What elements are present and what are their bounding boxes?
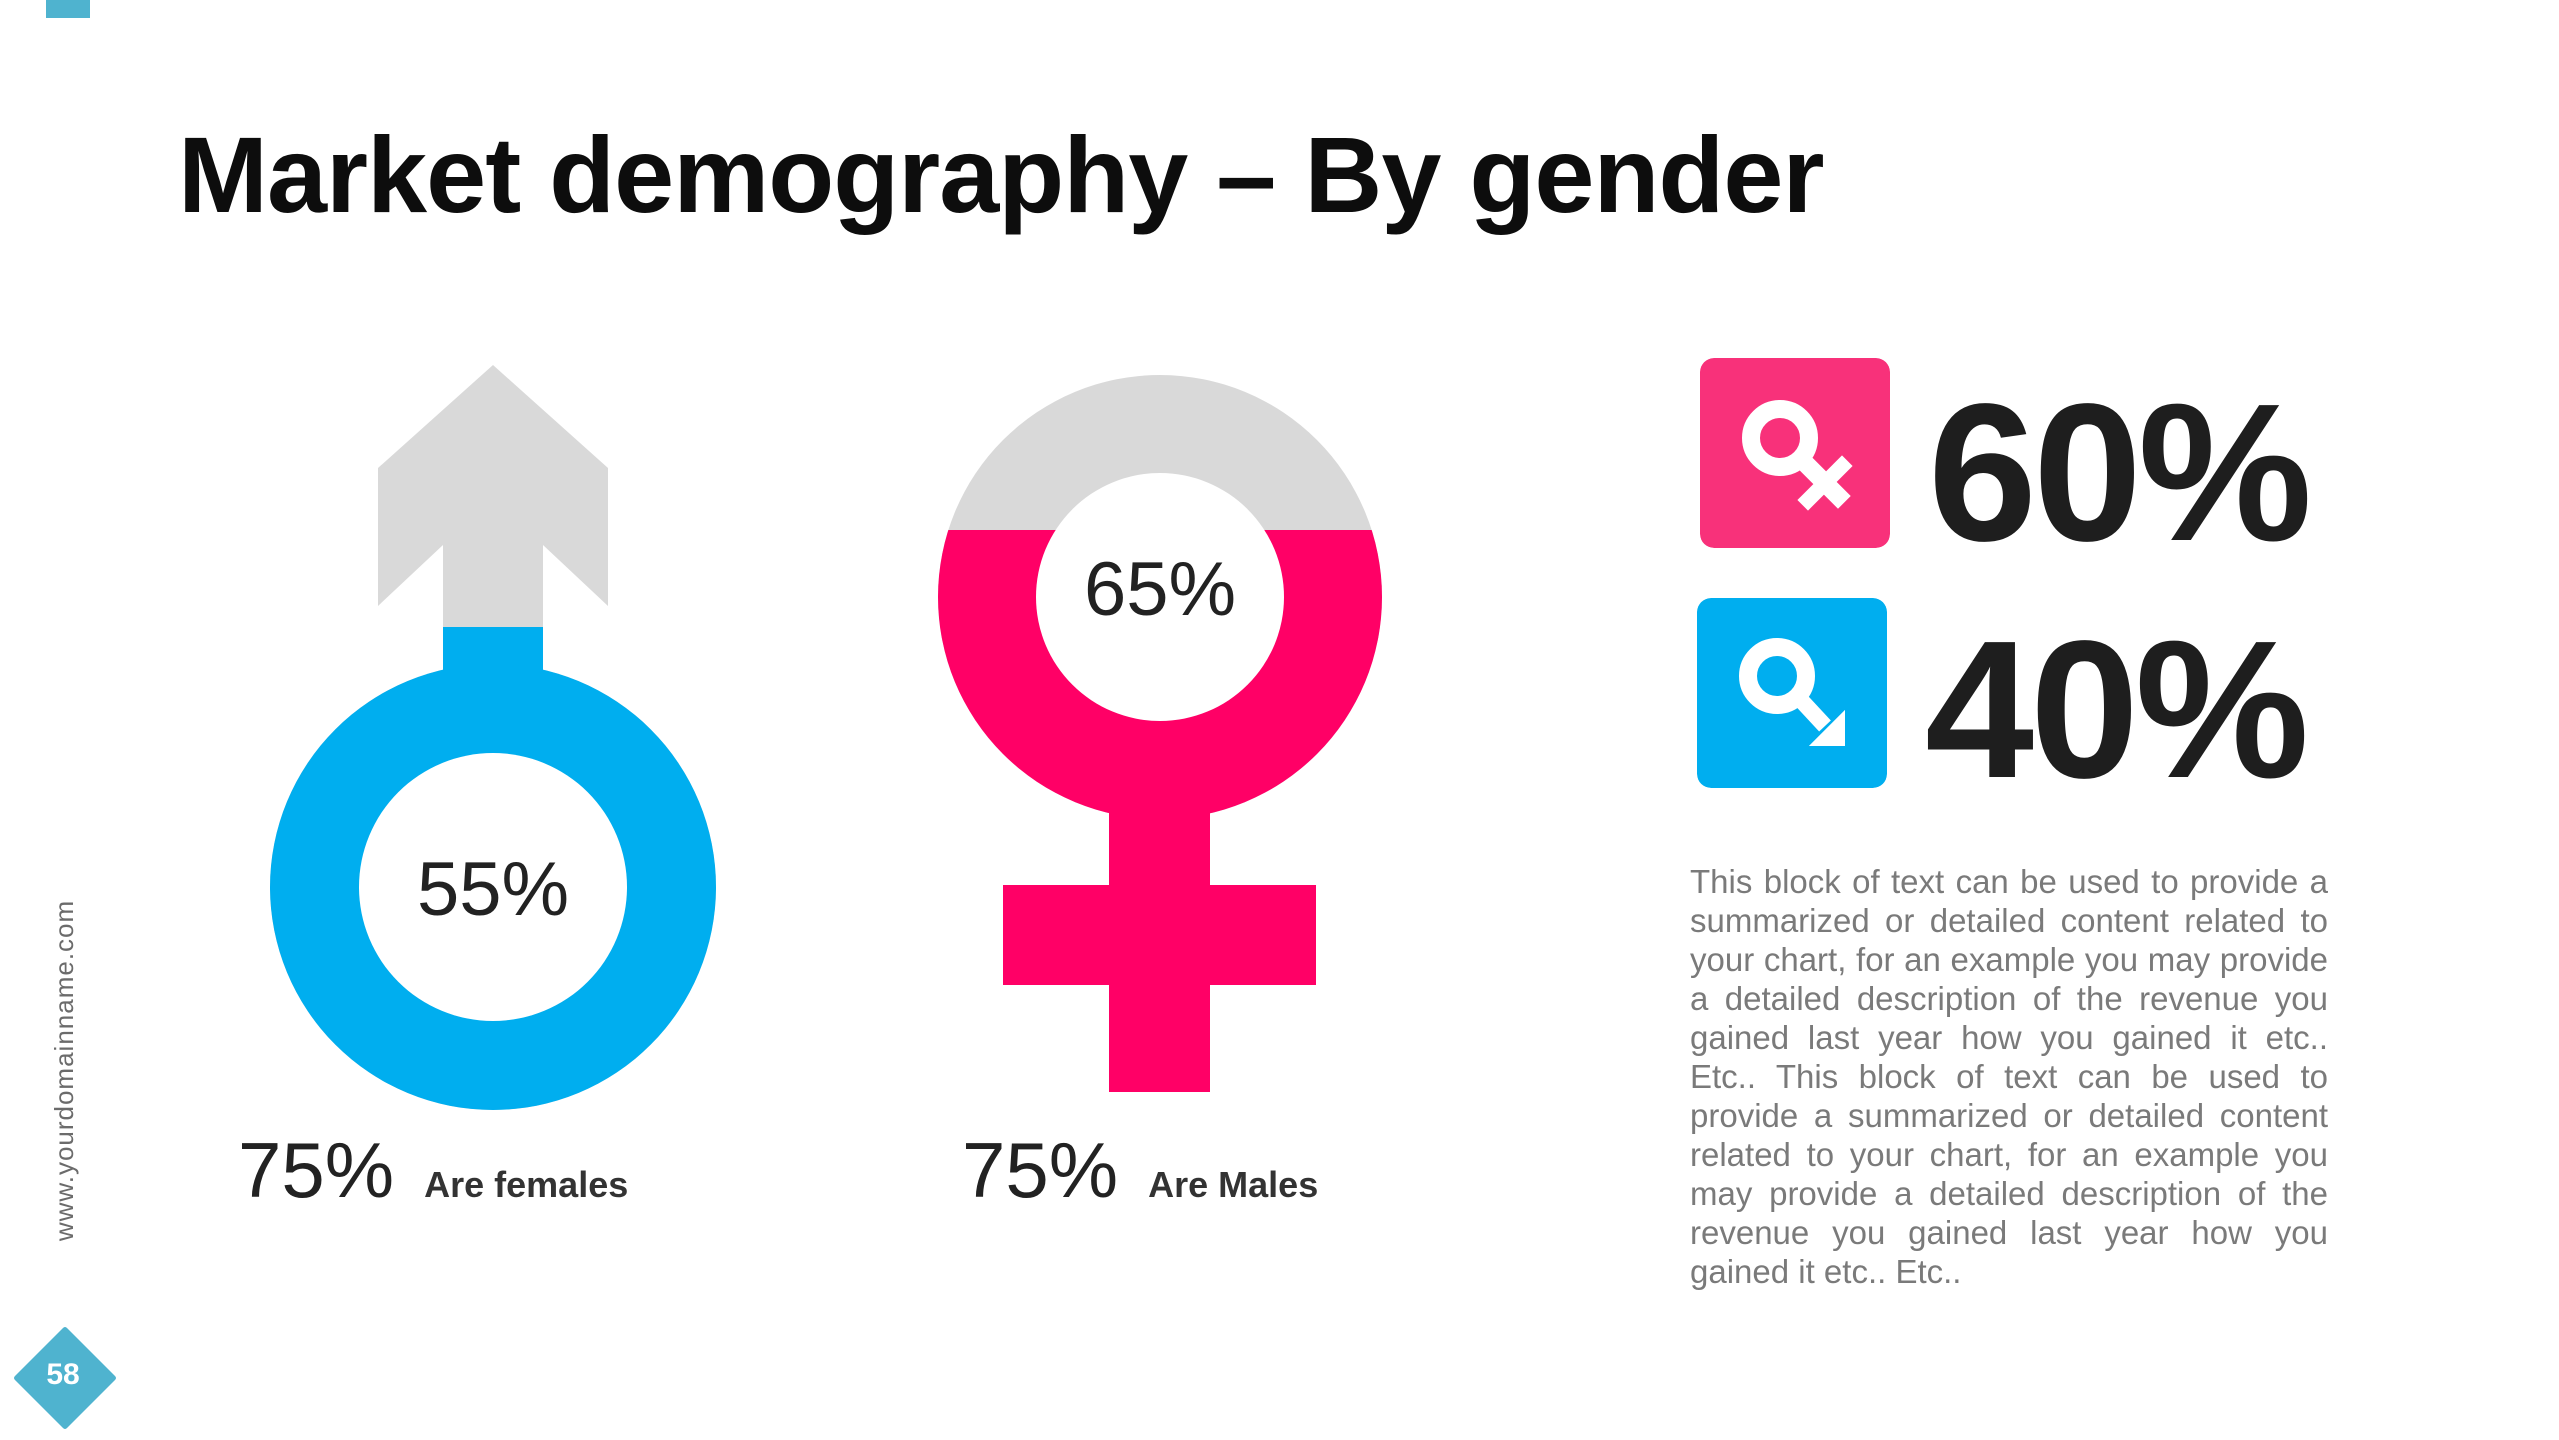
page-number: 58 [46, 1358, 80, 1391]
male-stat-value: 40% [1925, 600, 2309, 819]
female-caption-label: Are Males [1148, 1164, 1319, 1205]
female-caption-percent: 75% [962, 1126, 1119, 1214]
top-accent-bar [46, 0, 90, 18]
female-stat-tile [1700, 358, 1890, 548]
page-number-badge [14, 1327, 116, 1429]
male-caption-label: Are females [424, 1164, 629, 1205]
female-center-percent: 65% [1083, 547, 1237, 632]
male-symbol-figure [270, 365, 716, 1110]
description-text: This block of text can be used to provid… [1690, 863, 2328, 1290]
female-caption: 75% Are Males [962, 1125, 1318, 1216]
male-symbol-hole [359, 753, 627, 1021]
male-caption: 75% Are females [238, 1125, 628, 1216]
female-symbol-icon [1742, 400, 1853, 511]
page-title: Market demography – By gender [178, 114, 1824, 235]
male-stat-tile [1697, 598, 1887, 788]
male-symbol-icon [1739, 638, 1845, 746]
male-caption-percent: 75% [238, 1126, 395, 1214]
male-center-percent: 55% [416, 847, 570, 932]
female-stat-value: 60% [1928, 363, 2312, 582]
female-symbol-hole [1036, 473, 1284, 721]
female-symbol-figure [938, 375, 1382, 1092]
